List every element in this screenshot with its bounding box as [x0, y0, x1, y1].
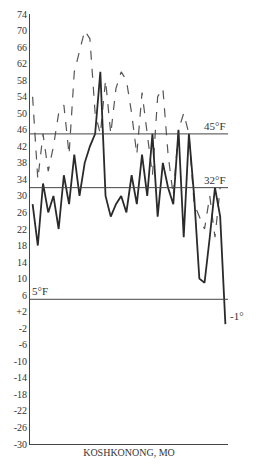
- svg-text:32°F: 32°F: [204, 174, 226, 186]
- svg-text:14: 14: [17, 257, 27, 268]
- svg-text:-18: -18: [14, 389, 27, 400]
- svg-text:-10: -10: [14, 356, 27, 367]
- svg-text:70: 70: [17, 25, 27, 36]
- svg-text:38: 38: [17, 157, 27, 168]
- svg-text:45°F: 45°F: [204, 120, 226, 132]
- svg-text:-30: -30: [14, 439, 27, 450]
- svg-text:46: 46: [17, 124, 27, 135]
- svg-text:58: 58: [17, 75, 27, 86]
- svg-text:-2: -2: [19, 323, 27, 334]
- svg-text:74: 74: [17, 9, 27, 20]
- svg-text:42: 42: [17, 141, 27, 152]
- svg-text:10: 10: [17, 273, 27, 284]
- svg-text:50: 50: [17, 108, 27, 119]
- svg-text:66: 66: [17, 42, 27, 53]
- svg-text:34: 34: [17, 174, 27, 185]
- svg-text:-26: -26: [14, 422, 27, 433]
- svg-text:62: 62: [17, 58, 27, 69]
- svg-text:30: 30: [17, 190, 27, 201]
- svg-text:22: 22: [17, 224, 27, 235]
- svg-text:18: 18: [17, 240, 27, 251]
- svg-text:5°F: 5°F: [32, 285, 48, 297]
- svg-text:+2: +2: [16, 306, 27, 317]
- svg-text:-14: -14: [14, 372, 27, 383]
- svg-text:26: 26: [17, 207, 27, 218]
- svg-text:54: 54: [17, 91, 27, 102]
- svg-text:6: 6: [22, 290, 27, 301]
- svg-text:-22: -22: [14, 405, 27, 416]
- svg-text:-1°: -1°: [230, 310, 244, 322]
- svg-text:-6: -6: [19, 339, 27, 350]
- svg-text:KOSHKONONG, MO: KOSHKONONG, MO: [83, 447, 175, 458]
